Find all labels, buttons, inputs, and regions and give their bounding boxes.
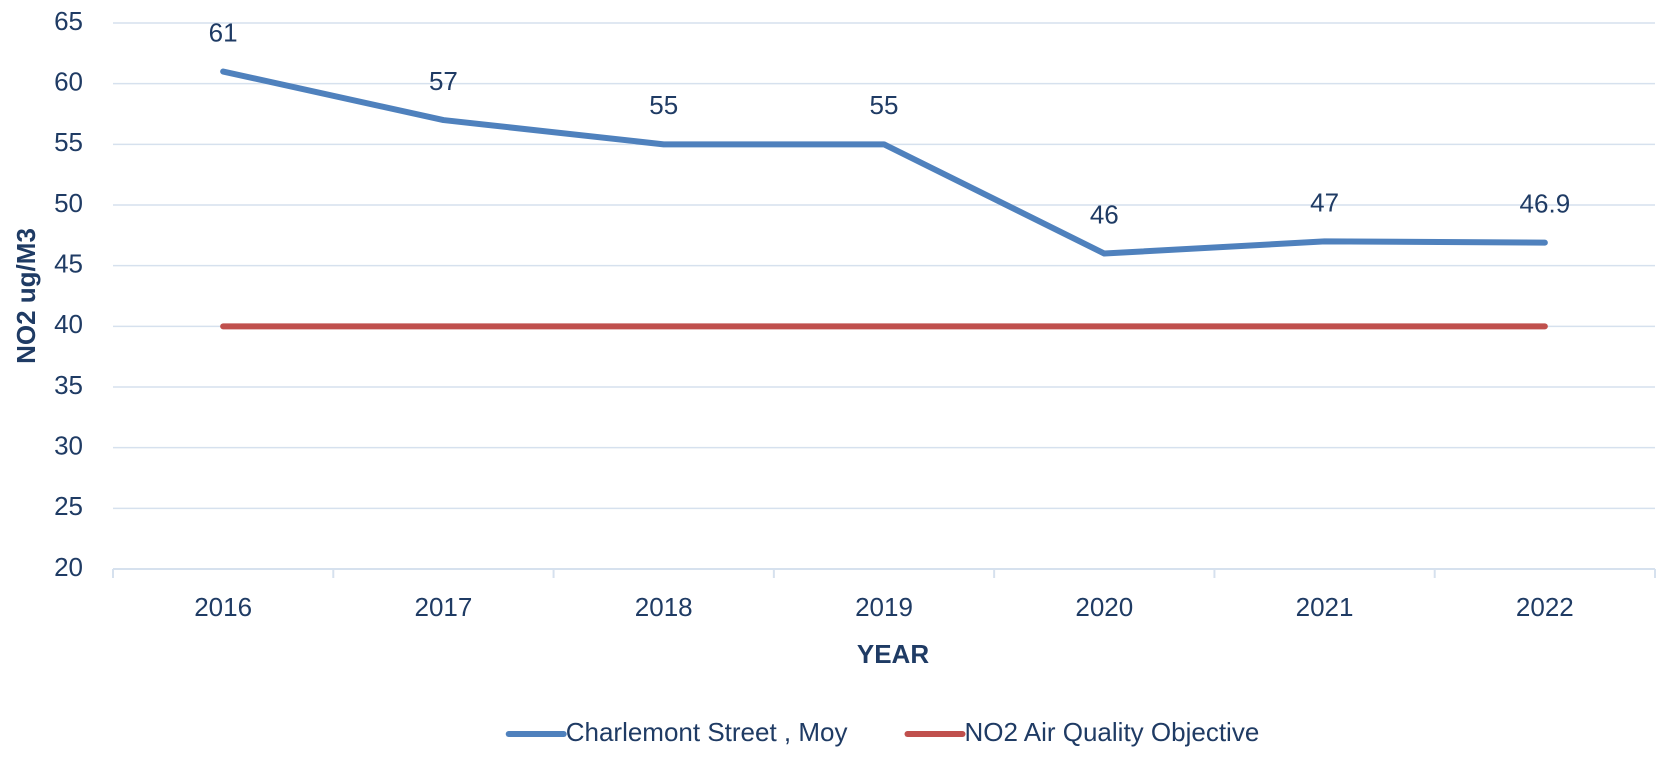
data-label: 55 [649,90,678,120]
y-tick-label: 55 [54,127,83,157]
x-tick-label: 2017 [415,592,473,622]
x-tick-label: 2021 [1296,592,1354,622]
data-label: 55 [870,90,899,120]
legend-label: Charlemont Street , Moy [566,717,848,747]
y-tick-label: 50 [54,188,83,218]
data-label: 46 [1090,199,1119,229]
x-tick-label: 2020 [1075,592,1133,622]
data-label: 47 [1310,187,1339,217]
y-axis-label: NO2 ug/M3 [11,228,41,364]
y-tick-label: 60 [54,67,83,97]
data-label: 61 [209,17,238,47]
data-label: 46.9 [1520,188,1571,218]
series-line [220,68,1548,257]
y-tick-label: 35 [54,370,83,400]
legend-label: NO2 Air Quality Objective [965,717,1260,747]
x-tick-label: 2022 [1516,592,1574,622]
x-tick-label: 2016 [194,592,252,622]
y-tick-label: 65 [54,6,83,36]
x-axis-label: YEAR [857,639,929,669]
x-tick-label: 2018 [635,592,693,622]
x-tick-label: 2019 [855,592,913,622]
y-tick-label: 40 [54,309,83,339]
y-tick-label: 20 [54,552,83,582]
y-tick-label: 25 [54,491,83,521]
y-tick-label: 45 [54,249,83,279]
y-tick-label: 30 [54,431,83,461]
data-label: 57 [429,66,458,96]
